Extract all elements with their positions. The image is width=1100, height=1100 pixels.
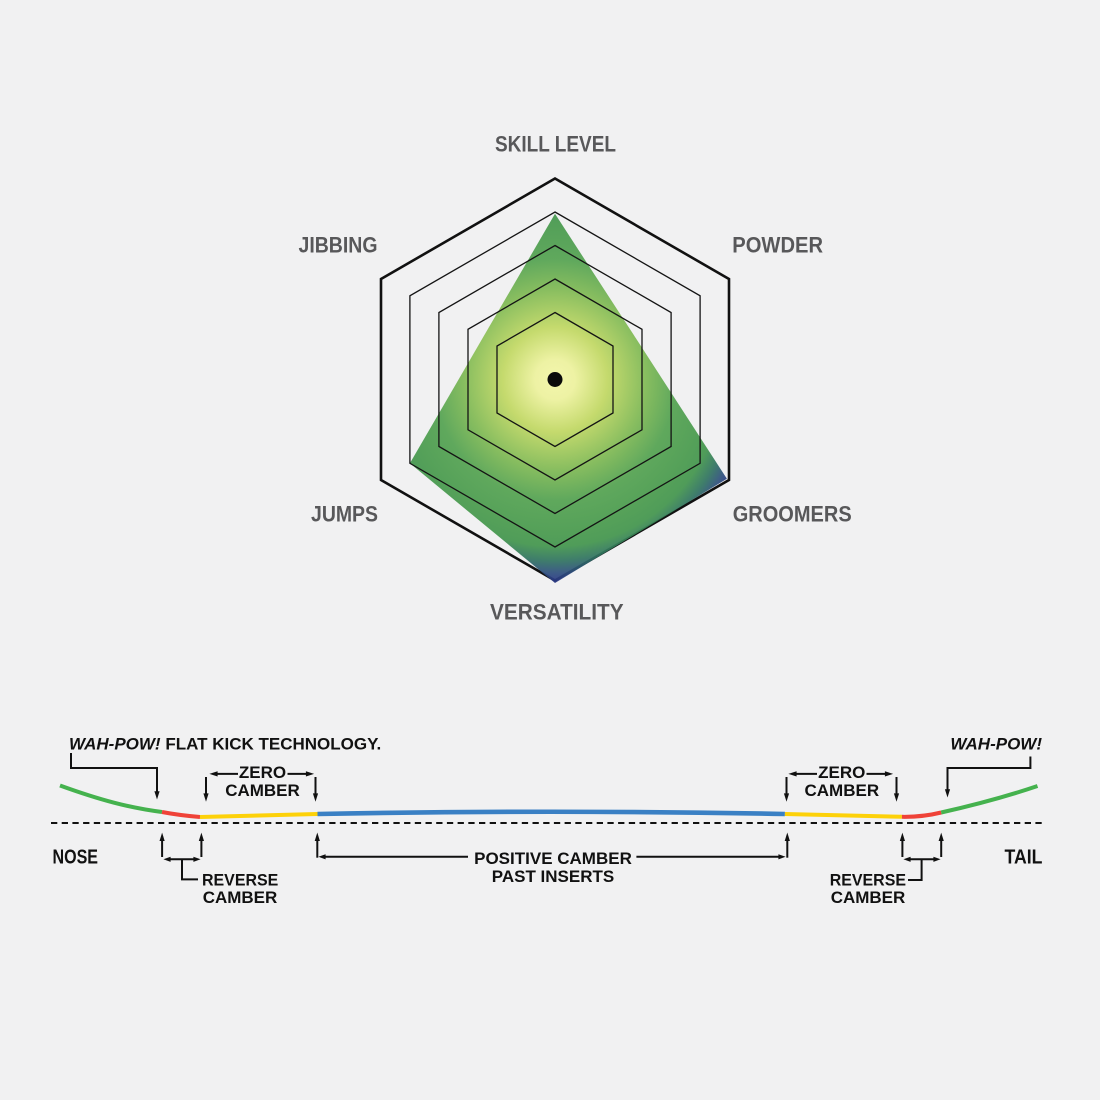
svg-text:WAH-POW! FLAT KICK TECHNOLOGY.: WAH-POW! FLAT KICK TECHNOLOGY.: [69, 735, 381, 754]
svg-text:POWDER: POWDER: [732, 233, 823, 258]
svg-text:REVERSE: REVERSE: [202, 871, 278, 890]
svg-text:ZERO: ZERO: [239, 763, 286, 782]
svg-text:CAMBER: CAMBER: [225, 781, 300, 800]
svg-text:VERSATILITY: VERSATILITY: [490, 600, 624, 625]
svg-text:WAH-POW!: WAH-POW!: [950, 735, 1042, 754]
svg-text:JIBBING: JIBBING: [299, 233, 378, 258]
svg-text:SKILL LEVEL: SKILL LEVEL: [495, 132, 616, 157]
svg-text:JUMPS: JUMPS: [311, 502, 378, 527]
svg-text:PAST INSERTS: PAST INSERTS: [492, 867, 614, 886]
svg-text:GROOMERS: GROOMERS: [733, 502, 852, 527]
svg-text:TAIL: TAIL: [1005, 846, 1043, 869]
svg-text:CAMBER: CAMBER: [203, 888, 278, 907]
svg-text:NOSE: NOSE: [53, 846, 99, 869]
svg-text:POSITIVE CAMBER: POSITIVE CAMBER: [474, 849, 632, 868]
svg-text:ZERO: ZERO: [818, 763, 865, 782]
svg-text:CAMBER: CAMBER: [831, 888, 906, 907]
svg-text:REVERSE: REVERSE: [830, 871, 906, 890]
svg-text:CAMBER: CAMBER: [804, 781, 879, 800]
